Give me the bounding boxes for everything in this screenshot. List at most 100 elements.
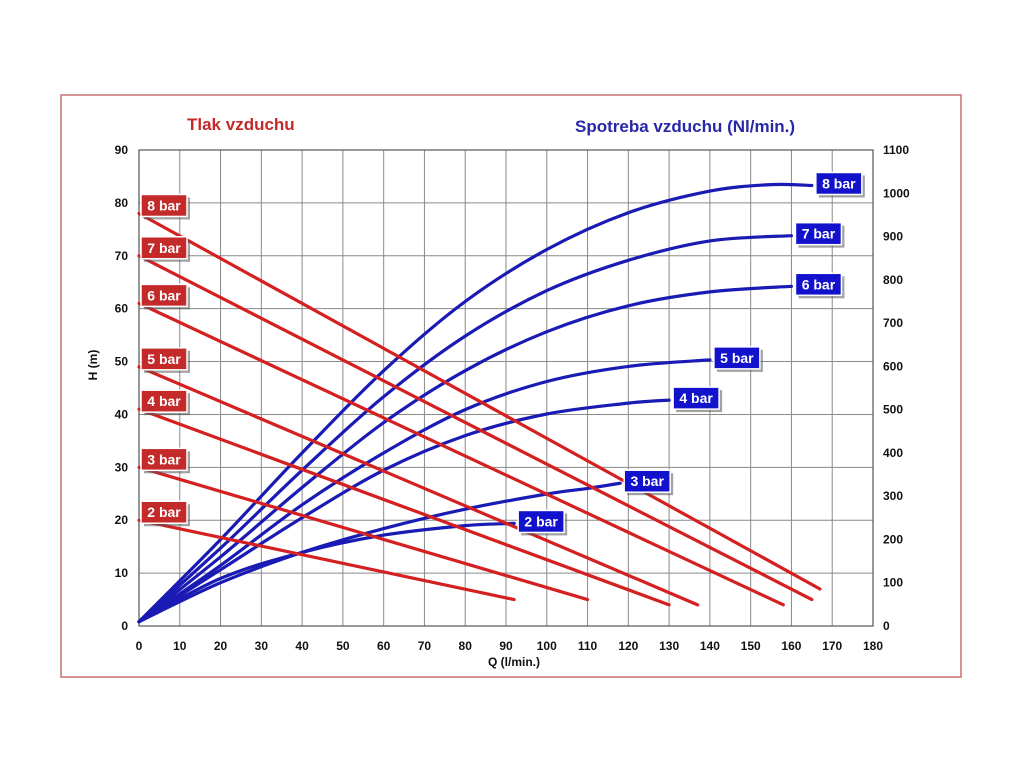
x-tick-label: 0: [136, 639, 143, 653]
badge-box: [140, 447, 188, 472]
y-tick-label: 90: [115, 143, 129, 157]
badge-label: 7 bar: [802, 226, 836, 242]
y-tick-label: 0: [121, 619, 128, 633]
consumption-curve-3-bar: [137, 481, 622, 624]
badge-label: 5 bar: [147, 351, 181, 367]
x-tick-label: 180: [863, 639, 883, 653]
consumption-curve-5-bar: [137, 358, 712, 624]
consumption-badge-8-bar: 8 bar: [815, 171, 865, 198]
pressure-line-7-bar: [137, 254, 814, 602]
pressure-badge-8-bar: 8 bar: [140, 193, 190, 220]
x-tick-label: 90: [499, 639, 513, 653]
badge-box: [672, 386, 720, 410]
consumption-curve-8-bar: [137, 182, 814, 624]
x-tick-label: 50: [336, 639, 350, 653]
y-tick-label: 10: [115, 566, 129, 580]
consumption-curve-4-bar: [137, 398, 671, 624]
y2-tick-label: 800: [883, 273, 903, 287]
y-tick-label: 20: [115, 513, 129, 527]
badge-label: 4 bar: [147, 393, 181, 409]
x-tick-label: 40: [295, 639, 309, 653]
y2-tick-label: 400: [883, 446, 903, 460]
y-axis-title: H (m): [86, 350, 100, 381]
x-tick-label: 140: [700, 639, 720, 653]
pressure-line-4-bar: [137, 407, 671, 607]
x-tick-label: 160: [781, 639, 801, 653]
chart-frame: [60, 94, 962, 678]
plot-area-border: [138, 149, 874, 627]
badge-box: [517, 509, 565, 534]
consumption-badge-2-bar: 2 bar: [517, 509, 568, 536]
badge-label: 8 bar: [147, 197, 181, 213]
y2-tick-label: 1100: [883, 143, 909, 157]
pressure-badge-3-bar: 3 bar: [140, 447, 190, 474]
badge-label: 6 bar: [802, 276, 836, 292]
x-tick-label: 60: [377, 639, 391, 653]
badge-label: 7 bar: [147, 240, 181, 256]
x-tick-label: 150: [741, 639, 761, 653]
pressure-badge-5-bar: 5 bar: [140, 347, 190, 373]
consumption-badge-4-bar: 4 bar: [672, 386, 723, 413]
consumption-legend-title: Spotreba vzduchu (Nl/min.): [575, 117, 795, 136]
pressure-line-8-bar: [137, 211, 822, 591]
pressure-badge-4-bar: 4 bar: [140, 389, 190, 416]
x-tick-label: 100: [537, 639, 557, 653]
pressure-legend-title: Tlak vzduchu: [187, 115, 295, 134]
x-tick-label: 120: [618, 639, 638, 653]
y2-tick-label: 600: [883, 359, 903, 373]
x-tick-label: 80: [459, 639, 473, 653]
y2-tick-label: 300: [883, 489, 903, 503]
pressure-badge-7-bar: 7 bar: [140, 236, 190, 262]
pressure-line-5-bar: [137, 365, 700, 607]
x-axis-title: Q (l/min.): [488, 655, 540, 669]
y-tick-label: 40: [115, 407, 129, 421]
badge-label: 2 bar: [524, 513, 558, 529]
consumption-curve-2-bar: [137, 521, 516, 624]
y-tick-label: 30: [115, 460, 129, 474]
x-tick-label: 70: [418, 639, 432, 653]
consumption-curves: [137, 182, 814, 624]
badge-box: [713, 346, 761, 370]
consumption-badge-7-bar: 7 bar: [794, 221, 845, 248]
consumption-badge-3-bar: 3 bar: [623, 469, 674, 496]
badge-box: [140, 193, 188, 218]
badge-label: 3 bar: [630, 473, 664, 489]
badge-box: [794, 221, 843, 246]
y2-tick-label: 900: [883, 230, 903, 244]
y2-tick-label: 0: [883, 619, 890, 633]
badge-label: 6 bar: [147, 287, 181, 303]
y-tick-label: 60: [115, 302, 129, 316]
pressure-badge-6-bar: 6 bar: [140, 283, 190, 310]
consumption-badge-6-bar: 6 bar: [794, 272, 845, 299]
y-tick-label: 80: [115, 196, 129, 210]
grid: [138, 149, 874, 627]
pressure-line-2-bar: [137, 518, 516, 602]
badge-label: 3 bar: [147, 451, 181, 467]
x-tick-label: 20: [214, 639, 228, 653]
y2-tick-label: 1000: [883, 186, 910, 200]
y-tick-label: 70: [115, 249, 129, 263]
badge-label: 5 bar: [720, 350, 754, 366]
y2-tick-label: 200: [883, 532, 903, 546]
pressure-lines: [137, 211, 822, 607]
badge-box: [815, 171, 863, 196]
y2-tick-label: 100: [883, 576, 903, 590]
pressure-line-3-bar: [137, 465, 590, 602]
consumption-curve-7-bar: [137, 234, 793, 624]
consumption-badge-5-bar: 5 bar: [713, 346, 763, 372]
x-tick-label: 10: [173, 639, 187, 653]
pressure-badge-2-bar: 2 bar: [140, 500, 190, 527]
x-tick-label: 110: [578, 639, 598, 653]
badge-box: [623, 469, 671, 493]
x-tick-label: 130: [659, 639, 679, 653]
badge-label: 8 bar: [822, 175, 856, 191]
axis-ticks: 0 10 20 30 40 50 60 70 80 90 100 110 120 130 140 150 160…: [115, 143, 910, 653]
badge-label: 4 bar: [679, 390, 713, 406]
badge-box: [140, 500, 188, 524]
badge-box: [794, 272, 843, 297]
pressure-line-6-bar: [137, 301, 785, 607]
y2-tick-label: 700: [883, 316, 903, 330]
x-tick-label: 30: [255, 639, 269, 653]
badge-box: [140, 389, 188, 413]
